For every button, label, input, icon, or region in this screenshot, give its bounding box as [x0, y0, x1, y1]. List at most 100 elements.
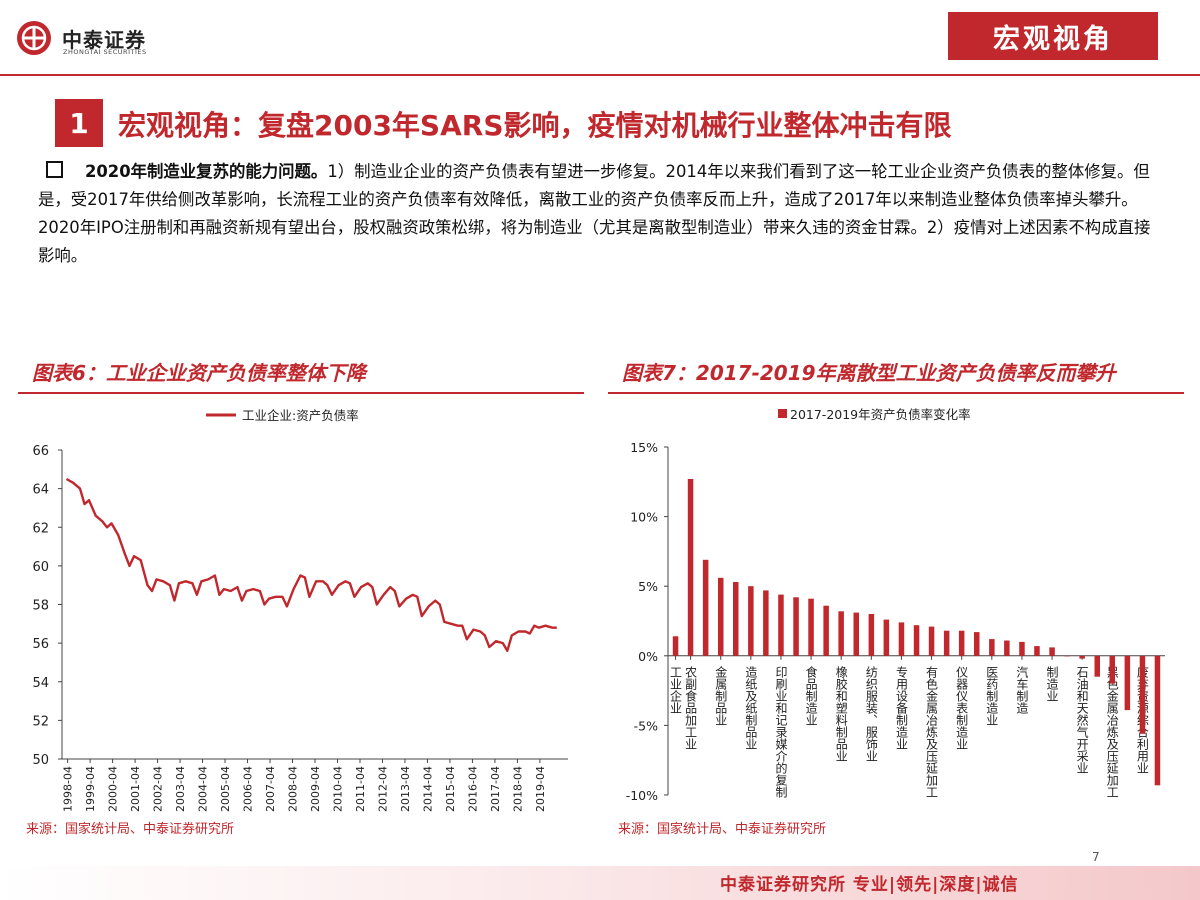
chart7-bar	[958, 630, 965, 656]
section-number: 1	[55, 99, 103, 147]
figure7-title: 图表7：2017-2019年离散型工业资产负债率反而攀升	[622, 361, 1116, 385]
chart6-x-tick-label: 2012-04	[376, 766, 389, 812]
chart7-category-label: 专用设备制造业	[894, 664, 908, 749]
chart7-bar	[793, 597, 799, 656]
chart7-bar	[778, 594, 784, 656]
chart7-bar	[1064, 655, 1070, 657]
figure6-title-rule	[18, 392, 584, 394]
chart7-category-label: 汽车制造	[1015, 664, 1029, 713]
chart7-bar	[838, 611, 844, 656]
chart7-legend: 2017-2019年资产负债率变化率	[778, 407, 971, 422]
chart7-bar	[763, 590, 769, 656]
chart7-bar	[1139, 655, 1146, 734]
chart7-y-tick-label: 10%	[630, 510, 658, 525]
figure6-title: 图表6：工业企业资产负债率整体下降	[32, 361, 366, 385]
chart7-category-label: 仪器仪表制造业	[955, 666, 969, 750]
chart7-y-tick-label: -10%	[626, 788, 658, 803]
chart6-series-line	[65, 477, 557, 653]
chart7-bar	[687, 479, 694, 656]
zhongtai-logo-icon	[17, 21, 51, 55]
chart6-legend: 工业企业:资产负债率	[206, 408, 359, 423]
chart6-y-tick-label: 64	[32, 483, 49, 498]
chart7-bar	[672, 636, 679, 656]
chart6-x-tick-label: 2015-04	[444, 766, 457, 812]
chart7-bar	[748, 586, 754, 656]
chart7-category-label: 造纸及纸制品业	[744, 665, 758, 749]
chart7-bar	[808, 598, 814, 656]
chart7-bar	[943, 630, 950, 656]
chart7-bar	[868, 614, 875, 656]
bar-chart-debt-ratio-change: 2017-2019年资产负债率变化率 -10% -5% 0% 5% 10% 15% 工业企业…	[626, 407, 1165, 803]
chart7-bar	[1154, 655, 1161, 786]
chart7-category-label: 印刷业和记录媒介的复制	[774, 665, 788, 797]
footer-band	[0, 866, 1200, 900]
chart7-bar	[913, 625, 920, 656]
chart6-x-tick-label: 2005-04	[219, 766, 232, 812]
chart7-bar	[853, 612, 859, 656]
chart7-bar	[1109, 655, 1115, 684]
chart7-category-label: 制造业	[1045, 665, 1059, 701]
chart7-category-label: 医药制造业	[985, 666, 999, 726]
square-bullet-icon	[46, 161, 63, 178]
chart7-bar	[1124, 655, 1131, 711]
chart7-bar	[1034, 646, 1040, 656]
chart6-x-tick-label: 2002-04	[152, 766, 165, 812]
chart6-x-tick-label: 2018-04	[511, 766, 524, 812]
logo-subtitle: ZHONGTAI SECURITIES	[63, 48, 147, 56]
chart7-category-label: 金属制品业	[714, 664, 728, 725]
paragraph-lead: 2020年制造业复苏的能力问题。	[85, 162, 328, 181]
chart6-x-tick-label: 2004-04	[197, 766, 210, 812]
chart6-x-tick-label: 2001-04	[129, 766, 142, 812]
chart7-bar	[898, 622, 905, 656]
chart7-bar	[883, 619, 890, 656]
chart7-y-tick-label: 0%	[638, 649, 658, 664]
chart6-x-tick-label: 1998-04	[62, 766, 75, 812]
chart6-y-tick-label: 58	[32, 599, 49, 614]
chart7-category-label: 橡胶和塑料制品业	[834, 665, 848, 761]
chart6-x-tick-label: 2014-04	[421, 766, 434, 812]
chart7-bar	[1094, 655, 1100, 677]
chart7-category-label: 工业企业	[669, 666, 683, 714]
chart6-x-tick-label: 2011-04	[354, 766, 367, 812]
chart7-category-label: 纺织服装、服饰业	[864, 665, 878, 761]
chart6-x-tick-label: 2016-04	[466, 766, 479, 812]
chart7-bar	[1079, 655, 1085, 659]
chart6-x-tick-label: 2019-04	[534, 766, 547, 812]
chart6-x-tick-label: 2017-04	[489, 766, 502, 812]
chart6-x-tick-label: 2010-04	[331, 766, 344, 812]
chart6-y-tick-label: 56	[32, 637, 49, 652]
figure7-source: 来源：国家统计局、中泰证券研究所	[618, 822, 827, 837]
chart6-y-tick-label: 50	[32, 753, 49, 768]
chart7-category-label: 农副食品加工业	[684, 665, 698, 749]
chart7-category-label: 黑色金属冶炼及压延加工	[1105, 665, 1119, 797]
chart6-y-tick-label: 62	[32, 521, 49, 536]
chart6-legend-label: 工业企业:资产负债率	[242, 408, 359, 423]
chart6-y-tick-label: 60	[32, 560, 49, 575]
section-title: 宏观视角：复盘2003年SARS影响，疫情对机械行业整体冲击有限	[118, 109, 952, 142]
chart6-x-tick-label: 1999-04	[84, 766, 97, 812]
chart6-y-tick-label: 54	[32, 676, 49, 691]
header-divider	[0, 74, 1200, 76]
chart7-bar	[823, 605, 829, 656]
chart6-x-tick-label: 2003-04	[174, 766, 187, 812]
chart7-y-tick-label: 5%	[638, 579, 658, 594]
chart7-legend-label: 2017-2019年资产负债率变化率	[790, 407, 971, 422]
line-chart-debt-ratio: 工业企业:资产负债率 50 52 54 56 58 60 62 64 66 1998-04 1999…	[32, 408, 568, 812]
chart7-bar	[1019, 641, 1025, 656]
chart6-x-tick-label: 2006-04	[242, 766, 255, 812]
chart6-y-tick-label: 66	[32, 444, 49, 459]
chart7-bar	[718, 577, 724, 656]
chart6-x-tick-label: 2000-04	[107, 766, 120, 812]
corner-tag: 宏观视角	[948, 12, 1158, 60]
chart7-y-tick-label: 15%	[630, 440, 658, 455]
logo-text: 中泰证券	[62, 28, 146, 52]
paragraph-body: 1）制造业企业的资产负债表有望进一步修复。2014年以来我们看到了这一轮工业企业…	[38, 162, 1151, 265]
chart6-x-tick-label: 2008-04	[287, 766, 300, 812]
chart6-x-tick-label: 2009-04	[309, 766, 322, 812]
chart7-bar	[974, 632, 980, 656]
chart7-category-label: 石油和天然气开采业	[1075, 666, 1089, 774]
footer-slogan: 中泰证券研究所 专业|领先|深度|诚信	[720, 875, 1019, 895]
chart7-bar	[733, 582, 739, 656]
chart7-category-label: 有色金属冶炼及压延加工	[925, 665, 939, 797]
figure6-source: 来源：国家统计局、中泰证券研究所	[26, 822, 235, 837]
